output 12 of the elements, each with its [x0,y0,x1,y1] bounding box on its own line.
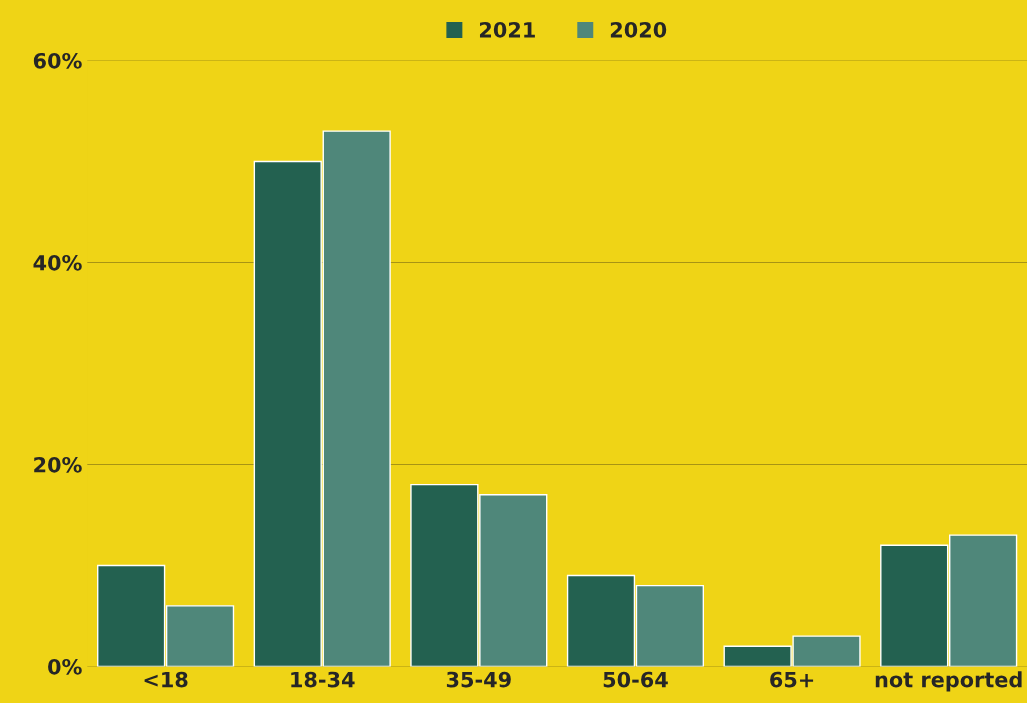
y-tick-label: 40% [33,254,82,271]
legend-label: 2021 [479,21,535,38]
x-tick-label: 18-34 [291,671,355,688]
x-tick-label: <18 [144,671,188,688]
x-tick-label: 65+ [770,671,814,688]
y-tick-label: 60% [33,52,82,69]
legend-label: 2020 [610,21,667,38]
y-tick-label: 0% [48,658,82,675]
x-tick-label: 50-64 [603,671,668,688]
x-tick-label: 35-49 [446,671,511,688]
y-tick-label: 20% [34,456,82,473]
x-tick-label: not reported [875,671,1022,692]
